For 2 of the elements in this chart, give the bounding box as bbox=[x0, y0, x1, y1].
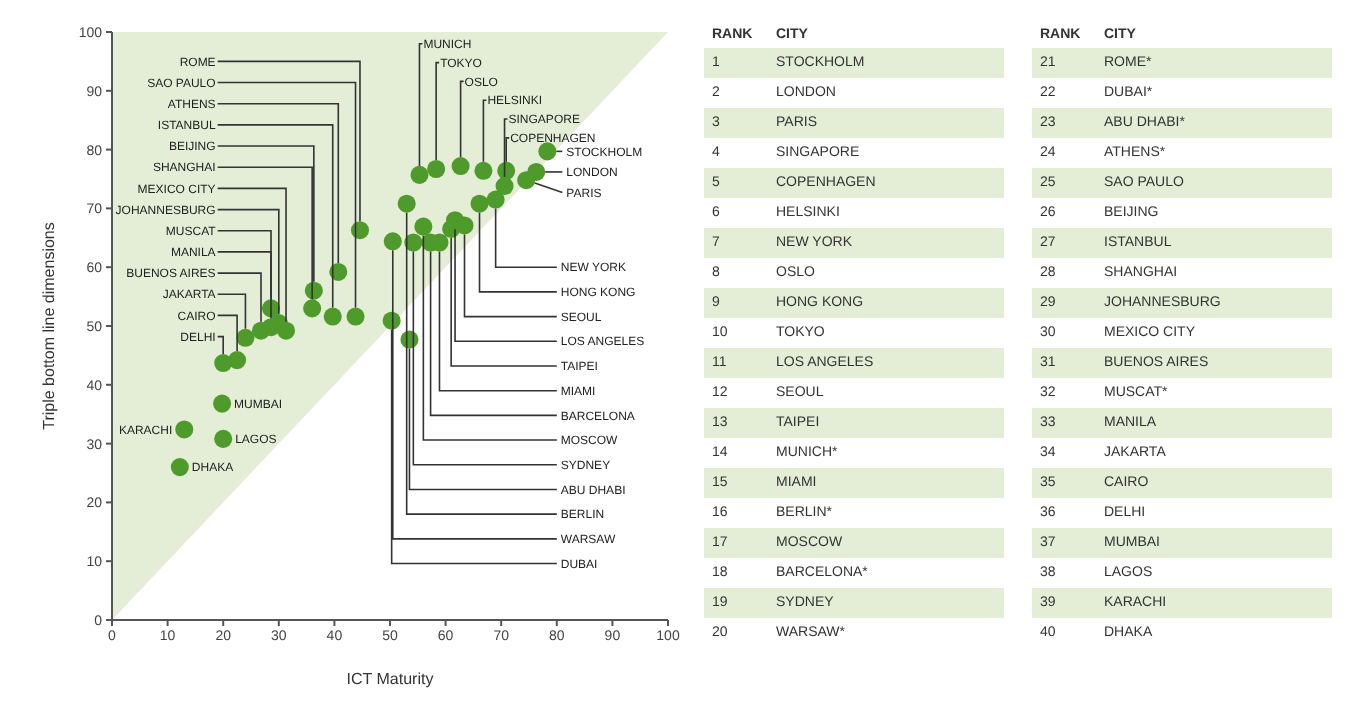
y-axis-title: Triple bottom line dimensions bbox=[39, 222, 58, 430]
x-axis-title: ICT Maturity bbox=[346, 670, 434, 688]
